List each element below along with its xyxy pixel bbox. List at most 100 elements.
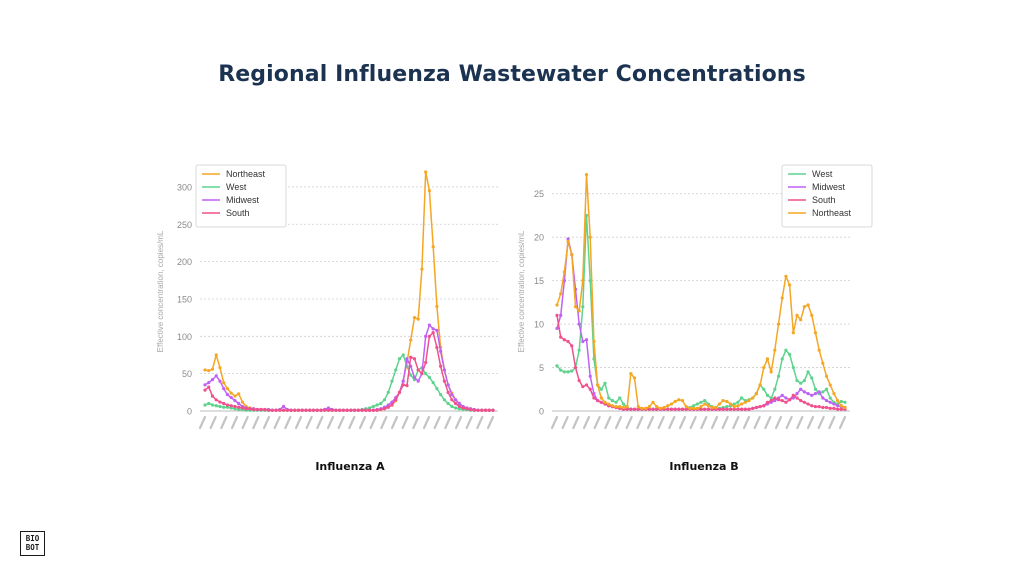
data-point: [795, 396, 799, 400]
data-point: [222, 381, 226, 385]
data-point: [621, 402, 626, 406]
data-point: [817, 405, 821, 409]
data-point: [559, 313, 563, 317]
data-point: [483, 408, 488, 412]
x-tick-mark: [294, 415, 303, 430]
x-tick-mark: [710, 415, 719, 430]
y-tick-label: 300: [177, 182, 192, 192]
data-point: [570, 369, 574, 373]
x-tick-mark: [774, 415, 783, 430]
data-point: [824, 374, 829, 378]
biobot-logo: BIO BOT: [20, 531, 45, 556]
data-point: [839, 407, 843, 411]
x-tick-mark: [209, 415, 217, 430]
data-point: [296, 408, 301, 412]
data-point: [457, 401, 461, 406]
data-point: [747, 407, 751, 411]
data-point: [832, 392, 836, 396]
data-point: [740, 402, 744, 406]
data-point: [740, 407, 744, 411]
data-point: [218, 400, 222, 404]
data-point: [769, 398, 773, 403]
y-tick-label: 250: [177, 220, 192, 230]
data-point: [397, 357, 402, 361]
data-point: [427, 334, 432, 338]
data-point: [371, 408, 375, 412]
series-line: [556, 214, 846, 411]
data-point: [765, 357, 770, 361]
data-point: [210, 367, 215, 371]
data-point: [776, 374, 781, 378]
data-point: [607, 396, 611, 400]
y-tick-label: 10: [534, 320, 544, 330]
data-point: [596, 398, 600, 403]
data-point: [207, 385, 211, 389]
data-point: [263, 407, 267, 412]
data-point: [446, 383, 450, 387]
data-point: [802, 400, 806, 404]
data-point: [658, 406, 662, 410]
data-point: [588, 235, 592, 239]
y-tick-label: 0: [539, 407, 544, 417]
data-point: [828, 396, 832, 400]
y-axis-title: Effective concentration, copies/mL: [517, 230, 526, 352]
data-point: [222, 386, 226, 391]
data-point: [821, 405, 825, 410]
data-point: [610, 404, 614, 408]
y-tick-label: 50: [182, 369, 192, 379]
data-point: [795, 392, 799, 396]
data-point: [625, 405, 629, 409]
data-point: [319, 408, 323, 412]
data-point: [405, 357, 409, 361]
legend-label: Midwest: [812, 182, 846, 192]
data-point: [356, 408, 360, 412]
data-point: [776, 398, 781, 402]
data-point: [442, 379, 446, 383]
data-point: [699, 400, 703, 404]
data-point: [821, 361, 825, 365]
y-tick-label: 200: [177, 257, 192, 267]
x-tick-mark: [561, 415, 569, 430]
data-point: [599, 387, 603, 391]
data-point: [218, 404, 222, 409]
data-point: [435, 304, 439, 309]
data-point: [225, 405, 230, 409]
data-point: [806, 370, 810, 374]
data-point: [225, 386, 230, 391]
data-point: [581, 339, 585, 344]
data-point: [229, 391, 233, 395]
data-point: [427, 323, 432, 327]
data-point: [636, 407, 640, 411]
data-point: [836, 398, 840, 403]
data-point: [386, 403, 390, 407]
data-point: [765, 393, 770, 397]
data-point: [618, 405, 622, 409]
data-point: [810, 393, 814, 397]
data-point: [487, 408, 491, 412]
data-point: [813, 387, 818, 391]
data-point: [751, 396, 755, 400]
x-tick-mark: [486, 415, 495, 430]
data-point: [300, 408, 304, 412]
data-point: [222, 401, 226, 406]
y-tick-label: 0: [187, 407, 192, 417]
data-point: [457, 407, 461, 411]
data-point: [821, 396, 825, 400]
data-point: [584, 383, 589, 387]
data-point: [566, 239, 570, 244]
data-point: [439, 392, 443, 397]
data-point: [390, 379, 394, 383]
data-point: [614, 405, 618, 409]
data-point: [491, 408, 495, 412]
data-point: [806, 392, 810, 396]
x-tick-mark: [337, 415, 345, 430]
data-point: [828, 400, 832, 404]
data-point: [416, 317, 420, 321]
data-point: [453, 406, 458, 410]
data-point: [614, 400, 618, 404]
data-point: [555, 326, 559, 331]
data-point: [450, 398, 454, 402]
data-point: [353, 408, 357, 412]
data-point: [285, 408, 289, 412]
